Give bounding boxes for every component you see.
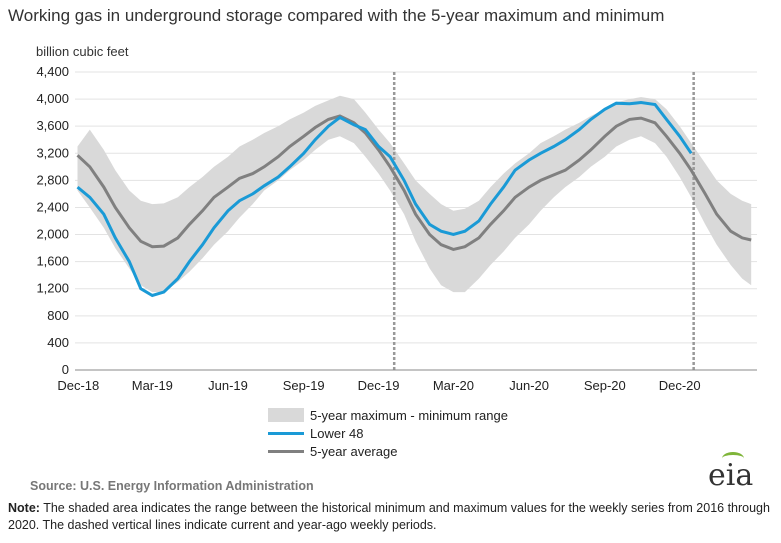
eia-logo-leaf-icon [722,452,744,465]
y-tick-label: 800 [47,308,69,323]
x-tick-label: Sep-20 [584,378,626,393]
note-label: Note: [8,501,40,515]
note-text: The shaded area indicates the range betw… [8,501,770,532]
chart-title: Working gas in underground storage compa… [8,6,665,25]
y-tick-label: 3,200 [36,145,69,160]
y-tick-label: 2,800 [36,172,69,187]
y-tick-label: 2,000 [36,227,69,242]
y-tick-label: 2,400 [36,199,69,214]
legend-label-lower48: Lower 48 [310,425,364,441]
x-tick-label: Sep-19 [283,378,325,393]
x-tick-label: Dec-19 [358,378,400,393]
y-tick-label: 1,600 [36,254,69,269]
avg-line [76,114,752,251]
eia-logo: eia [708,452,753,493]
legend-item-avg: 5-year average [268,442,508,460]
source-text: Source: U.S. Energy Information Administ… [30,479,314,493]
lower48-line [76,100,693,298]
range-area [77,95,752,293]
legend: 5-year maximum - minimum range Lower 48 … [268,406,508,460]
x-tick-label: Jun-20 [509,378,549,393]
legend-swatch-lower48 [268,431,304,435]
x-tick-labels: Dec-18 Mar-19 Jun-19 Sep-19 Dec-19 Mar-20 Jun-… [57,378,700,393]
legend-item-range: 5-year maximum - minimum range [268,406,508,424]
legend-item-lower48: Lower 48 [268,424,508,442]
y-tick-label: 4,000 [36,91,69,106]
y-tick-label: 400 [47,335,69,350]
x-tick-label: Dec-20 [659,378,701,393]
legend-label-range: 5-year maximum - minimum range [310,407,508,423]
legend-swatch-avg [268,449,304,453]
storage-chart: 0 400 800 1,200 1,600 2,000 2,400 2,800 3,200 3,6… [36,64,757,393]
legend-swatch-range [268,408,304,422]
legend-label-avg: 5-year average [310,443,398,459]
gridlines [75,71,757,344]
x-tick-label: Jun-19 [208,378,248,393]
y-tick-label: 0 [62,362,69,377]
y-tick-label: 4,400 [36,64,69,79]
x-tick-label: Mar-19 [132,378,173,393]
x-tick-label: Dec-18 [57,378,99,393]
y-tick-label: 3,600 [36,118,69,133]
y-tick-labels: 0 400 800 1,200 1,600 2,000 2,400 2,800 3,200 3,6… [36,64,69,377]
note: Note: The shaded area indicates the rang… [8,500,778,534]
y-axis-unit-label: billion cubic feet [36,44,129,59]
x-tick-label: Mar-20 [433,378,474,393]
y-tick-label: 1,200 [36,281,69,296]
